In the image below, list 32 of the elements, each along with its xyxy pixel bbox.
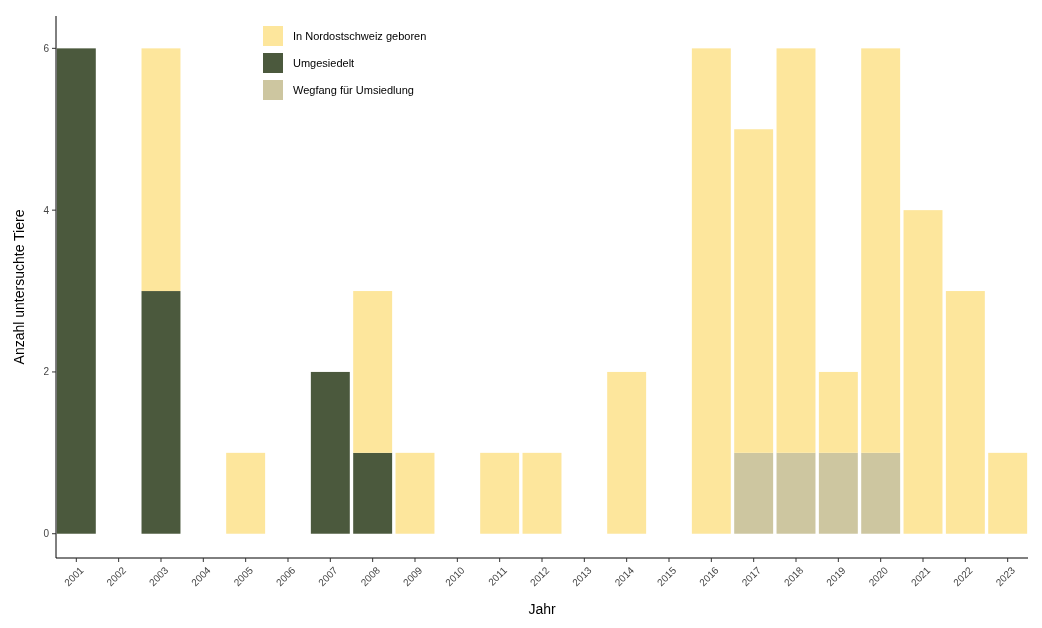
bar	[861, 48, 901, 453]
bar	[734, 129, 774, 453]
bar	[607, 371, 647, 534]
bar	[353, 452, 393, 534]
bar	[141, 48, 181, 292]
bar	[522, 452, 562, 534]
bar	[734, 452, 774, 534]
bar	[480, 452, 520, 534]
bar	[861, 452, 901, 534]
y-tick-label: 4	[43, 204, 50, 216]
y-tick-label: 0	[43, 528, 50, 540]
bar	[818, 452, 858, 534]
bar	[691, 48, 731, 534]
bar	[395, 452, 435, 534]
y-tick-label: 2	[43, 366, 50, 378]
bar	[141, 291, 181, 534]
bar	[56, 48, 96, 534]
bar	[945, 291, 985, 534]
legend-label: In Nordostschweiz geboren	[293, 29, 427, 42]
bar	[776, 48, 816, 453]
bar	[353, 291, 393, 453]
legend-label: Wegfang für Umsiedlung	[293, 83, 414, 96]
y-tick-label: 6	[43, 42, 50, 54]
bar	[776, 452, 816, 534]
bar	[226, 452, 266, 534]
bar	[903, 210, 943, 534]
bar	[310, 371, 350, 534]
legend-label: Umgesiedelt	[293, 56, 355, 69]
bar	[818, 371, 858, 453]
x-axis-title: Jahr	[528, 601, 556, 617]
y-axis-title: Anzahl untersuchte Tiere	[11, 209, 27, 365]
bar	[988, 452, 1028, 534]
